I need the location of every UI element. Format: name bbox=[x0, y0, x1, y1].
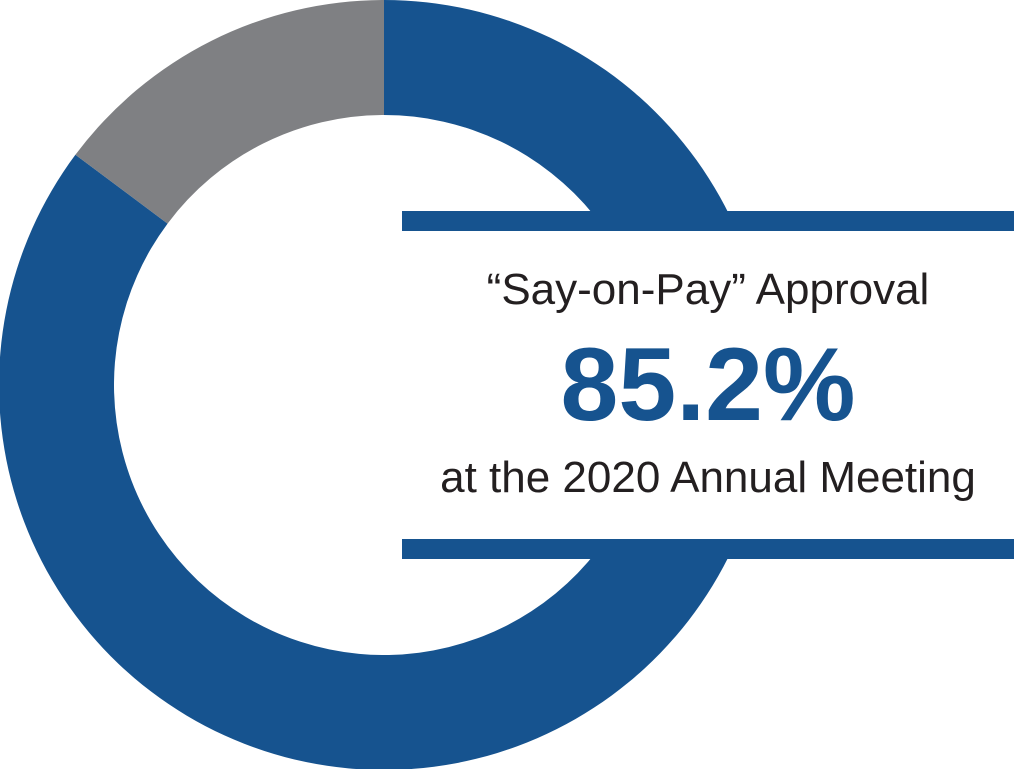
callout-headline: “Say-on-Pay” Approval bbox=[486, 265, 930, 314]
approval-percentage: 85.2% bbox=[560, 327, 856, 443]
callout-bottom-rule bbox=[402, 539, 1014, 559]
donut-slice-approval bbox=[0, 0, 769, 769]
callout-subline: at the 2020 Annual Meeting bbox=[440, 453, 976, 502]
callout-panel bbox=[402, 231, 1014, 539]
donut-slice-remainder bbox=[75, 0, 384, 224]
callout-top-rule bbox=[402, 211, 1014, 231]
